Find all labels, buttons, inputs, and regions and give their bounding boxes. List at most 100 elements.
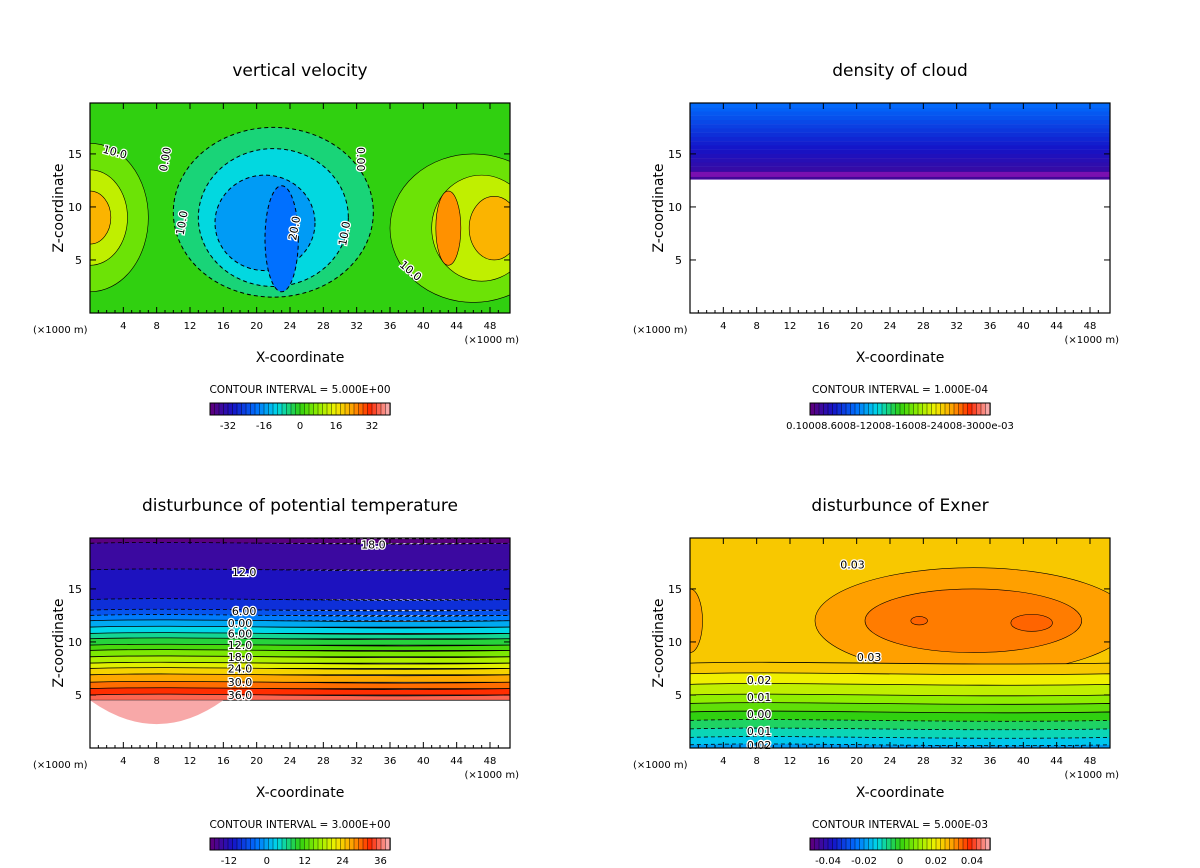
colorbar-swatch <box>836 402 843 416</box>
x-tick-label: 48 <box>484 321 497 332</box>
x-tick-label: 48 <box>1084 756 1097 767</box>
contour-region <box>1010 614 1053 632</box>
colorbar-swatch <box>949 837 955 851</box>
colorbar-swatch <box>223 402 229 416</box>
colorbar-swatch <box>376 402 382 416</box>
colorbar-swatch <box>344 837 351 851</box>
contour-region <box>690 588 703 653</box>
colorbar-swatch <box>299 837 306 851</box>
x-tick-label: 32 <box>350 756 363 767</box>
contour-label: 10.0 <box>174 210 191 236</box>
colorbar-swatch <box>241 402 247 416</box>
colorbar-swatch <box>272 837 279 851</box>
colorbar-swatch <box>976 402 982 416</box>
colorbar-swatch <box>209 837 216 851</box>
x-tick-label: 24 <box>884 321 897 332</box>
x-tick-label: 16 <box>817 756 830 767</box>
plot-area: 0.030.030.020.010.000.010.024 8 12 16 20 24 28… <box>668 537 1111 767</box>
x-tick-label: 24 <box>284 756 297 767</box>
colorbar-swatch <box>281 402 288 416</box>
colorbar-swatch <box>868 837 874 851</box>
colorbar-swatch <box>922 402 928 416</box>
colorbar-label: -0.04 <box>815 856 841 867</box>
contour-band <box>90 637 510 646</box>
contour-band <box>90 687 510 696</box>
x-tick-label: 40 <box>417 756 430 767</box>
contour-label: 30.0 <box>228 676 253 689</box>
y-tick-label: 15 <box>68 583 82 596</box>
colorbar-swatch <box>259 402 265 416</box>
contour-band <box>690 115 1110 121</box>
colorbar-swatch <box>940 402 946 416</box>
contour-label: 36.0 <box>228 689 253 702</box>
colorbar-swatch <box>962 837 969 851</box>
contour-region <box>910 616 928 626</box>
x-tick-label: 4 <box>120 321 126 332</box>
colorbar-swatch <box>317 402 324 416</box>
x-tick-label: 40 <box>417 321 430 332</box>
x-axis-label: X-coordinate <box>856 350 945 366</box>
y-tick-label: 15 <box>668 583 682 596</box>
colorbar-label: -0.02 <box>851 856 877 867</box>
contour-label: 24.0 <box>228 662 253 675</box>
colorbar-swatch <box>980 837 987 851</box>
contour-region <box>435 190 462 266</box>
contour-band <box>690 103 1110 108</box>
x-tick-label: 16 <box>817 321 830 332</box>
colorbar-swatch <box>295 402 301 416</box>
colorbar-swatch <box>953 402 960 416</box>
colorbar-swatch <box>845 402 852 416</box>
x-unit-right: (×1000 m) <box>1064 335 1119 346</box>
colorbar-swatch <box>908 402 915 416</box>
contour-band <box>690 743 1110 748</box>
x-tick-label: 24 <box>284 321 297 332</box>
x-axis-label: X-coordinate <box>856 785 945 801</box>
x-tick-label: 8 <box>153 321 159 332</box>
colorbar-swatch <box>218 837 225 851</box>
contour-band <box>690 119 1110 125</box>
x-tick-label: 8 <box>153 756 159 767</box>
x-tick-label: 20 <box>850 756 863 767</box>
x-unit-right: (×1000 m) <box>464 770 519 781</box>
x-tick-label: 48 <box>484 756 497 767</box>
contour-fill <box>90 538 510 748</box>
contour-label: 0.00 <box>228 617 253 630</box>
colorbar-swatch <box>886 837 892 851</box>
y-axis-label: Z-coordinate <box>651 598 667 687</box>
contour-band <box>690 145 1110 150</box>
colorbar-swatch <box>944 402 951 416</box>
contour-region <box>90 190 112 245</box>
x-tick-label: 20 <box>250 756 263 767</box>
colorbar-swatch <box>809 402 816 416</box>
colorbar-swatch <box>877 837 883 851</box>
x-tick-label: 28 <box>917 321 930 332</box>
colorbar-swatch <box>322 837 328 851</box>
colorbar-swatch <box>823 837 829 851</box>
colorbar-swatch <box>832 837 838 851</box>
colorbar-swatch <box>245 402 252 416</box>
x-tick-label: 40 <box>1017 321 1030 332</box>
y-tick-label: 15 <box>68 148 82 161</box>
contour-band <box>90 538 510 544</box>
x-tick-label: 8 <box>753 321 759 332</box>
plot-title: vertical velocity <box>232 61 367 81</box>
contour-label: 6.00 <box>232 605 257 618</box>
contour-label: 0.03 <box>857 651 882 664</box>
colorbar-swatch <box>358 837 364 851</box>
plot-frame <box>89 537 511 749</box>
contour-interval-label: CONTOUR INTERVAL = 3.000E+00 <box>209 819 390 831</box>
x-tick-label: 28 <box>317 756 330 767</box>
colorbar-swatch <box>277 402 283 416</box>
colorbar-swatch <box>841 402 847 416</box>
x-tick-label: 36 <box>384 321 397 332</box>
colorbar-swatch <box>353 402 360 416</box>
contour-fill <box>690 538 1110 748</box>
plot-frame <box>89 102 511 314</box>
colorbar-swatch <box>254 837 261 851</box>
colorbar: -12 0 12 24 36 <box>209 837 391 867</box>
x-unit-left: (×1000 m) <box>33 760 88 771</box>
